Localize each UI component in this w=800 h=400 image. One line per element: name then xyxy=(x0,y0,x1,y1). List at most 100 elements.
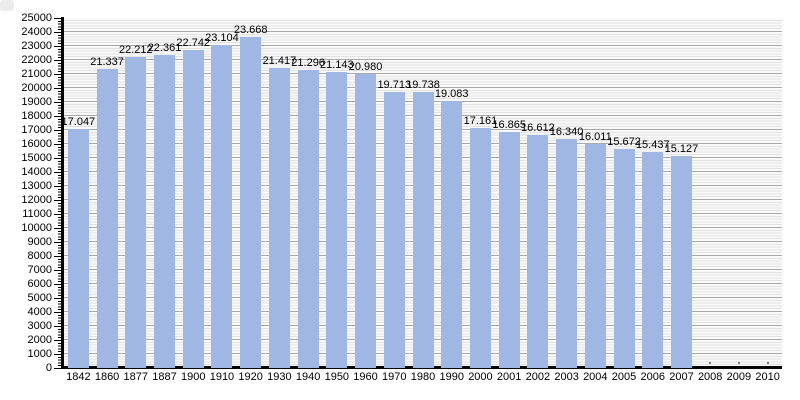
bar xyxy=(527,135,549,368)
bar-value-label: 21.296 xyxy=(291,56,325,69)
x-axis-tick-label: 2008 xyxy=(697,371,723,383)
bar xyxy=(412,91,434,368)
y-axis-tick-label: 22000 xyxy=(21,54,52,66)
x-axis-tick-label: 2010 xyxy=(755,371,780,383)
x-axis-tick-label: 1980 xyxy=(410,371,436,383)
bar xyxy=(556,139,578,368)
x-axis-tick-label: 1990 xyxy=(439,371,464,383)
y-axis-tick-label: 11000 xyxy=(22,208,52,220)
y-axis-tick-label: 9000 xyxy=(27,236,52,248)
x-axis-tick-label: 1940 xyxy=(295,371,321,383)
bar-value-label: 22.742 xyxy=(176,36,211,49)
missing-data-dot xyxy=(709,362,712,364)
x-axis-tick-label: 2006 xyxy=(640,371,665,383)
bar-value-label: 23.668 xyxy=(233,23,268,36)
bar-value-label: 17.161 xyxy=(463,114,498,127)
bar xyxy=(154,54,176,368)
bar-value-label: 17.047 xyxy=(61,116,96,129)
bar-value-label: 19.713 xyxy=(377,79,412,92)
x-axis-tick-label: 1842 xyxy=(66,371,91,383)
x-axis-tick-label: 2004 xyxy=(583,371,608,383)
x-axis-tick-label: 1960 xyxy=(353,371,378,383)
bar-value-label: 21.337 xyxy=(90,56,124,69)
x-axis-tick-label: 2001 xyxy=(496,371,522,383)
bar-value-label: 16.865 xyxy=(492,118,526,131)
bar-value-label: 22.212 xyxy=(118,44,153,57)
y-axis-tick-label: 7000 xyxy=(27,264,52,276)
y-axis-tick-label: 10000 xyxy=(21,222,52,234)
y-axis-tick-label: 0 xyxy=(45,362,52,374)
y-axis-tick-label: 17000 xyxy=(21,124,52,136)
corner-artifact xyxy=(0,0,14,11)
bar xyxy=(584,143,606,368)
bar-value-label: 15.127 xyxy=(664,143,699,156)
x-axis-tick-label: 1950 xyxy=(324,371,350,383)
bar-value-label: 15.437 xyxy=(635,138,670,151)
bar xyxy=(96,69,118,368)
bar-value-label: 16.340 xyxy=(549,126,584,139)
x-axis-tick-label: 2003 xyxy=(554,371,579,383)
y-axis-line xyxy=(61,17,64,368)
x-axis-tick-label: 1970 xyxy=(382,371,407,383)
y-axis-tick-label: 19000 xyxy=(21,96,52,108)
bar xyxy=(441,100,463,368)
y-axis-tick-label: 25000 xyxy=(21,12,52,24)
y-axis-tick-label: 13000 xyxy=(21,180,52,192)
y-axis-tick-label: 5000 xyxy=(27,292,52,304)
y-axis-tick-label: 20000 xyxy=(21,82,52,94)
y-axis-tick-label: 4000 xyxy=(27,306,52,318)
y-axis-tick-label: 21000 xyxy=(21,68,52,80)
bar-value-label: 19.083 xyxy=(434,87,469,100)
bar xyxy=(355,74,377,368)
bar xyxy=(498,131,520,368)
bar xyxy=(297,69,319,368)
x-axis-tick-label: 2005 xyxy=(611,371,637,383)
x-axis-tick-label: 2002 xyxy=(525,371,551,383)
missing-data-dot xyxy=(766,362,769,364)
bar xyxy=(613,148,635,368)
y-axis-tick-label: 1000 xyxy=(27,348,52,360)
bar xyxy=(67,129,89,368)
bar xyxy=(211,44,233,368)
bar xyxy=(326,71,348,368)
bar-value-label: 19.738 xyxy=(406,78,440,91)
bar-value-label: 23.104 xyxy=(205,31,239,44)
y-axis-tick-label: 14000 xyxy=(21,166,52,178)
bar xyxy=(125,57,147,368)
x-axis-tick-label: 1887 xyxy=(152,371,177,383)
bar xyxy=(240,36,262,368)
y-axis-tick-label: 23000 xyxy=(21,40,52,52)
bar-value-label: 15.672 xyxy=(607,135,641,148)
x-axis-tick-label: 1877 xyxy=(123,371,149,383)
y-axis-tick-label: 6000 xyxy=(27,278,52,290)
y-axis-tick-label: 12000 xyxy=(21,194,52,206)
bar-value-label: 21.143 xyxy=(320,58,354,71)
bar xyxy=(670,156,692,368)
y-axis-major-ticks xyxy=(54,18,63,369)
bar xyxy=(383,92,405,368)
y-axis-tick-label: 16000 xyxy=(21,138,52,150)
y-axis-tick-label: 15000 xyxy=(21,152,52,164)
bar-value-label: 22.361 xyxy=(147,41,182,54)
bar-value-label: 20.980 xyxy=(348,61,383,74)
x-axis-tick-label: 1910 xyxy=(209,371,235,383)
bar xyxy=(469,127,491,368)
y-axis-tick-label: 3000 xyxy=(27,320,52,332)
x-axis-tick-label: 1860 xyxy=(94,371,120,383)
x-axis-tick-label: 1900 xyxy=(180,371,206,383)
bar-value-label: 21.417 xyxy=(262,55,297,68)
bar-value-label: 16.612 xyxy=(521,122,555,135)
x-axis-tick-label: 2007 xyxy=(669,371,694,383)
bar xyxy=(268,68,290,368)
x-axis-tick-label: 2009 xyxy=(726,371,752,383)
x-axis-tick-label: 2000 xyxy=(468,371,493,383)
x-axis-tick-label: 1920 xyxy=(238,371,263,383)
y-axis-tick-label: 18000 xyxy=(21,110,52,122)
missing-data-dot xyxy=(737,362,740,364)
y-axis-tick-label: 8000 xyxy=(27,250,52,262)
x-axis-tick-label: 1930 xyxy=(267,371,292,383)
y-axis-tick-label: 24000 xyxy=(21,26,52,38)
bar-value-label: 16.011 xyxy=(578,130,612,143)
bar xyxy=(182,49,204,368)
y-axis-tick-label: 2000 xyxy=(27,334,52,346)
